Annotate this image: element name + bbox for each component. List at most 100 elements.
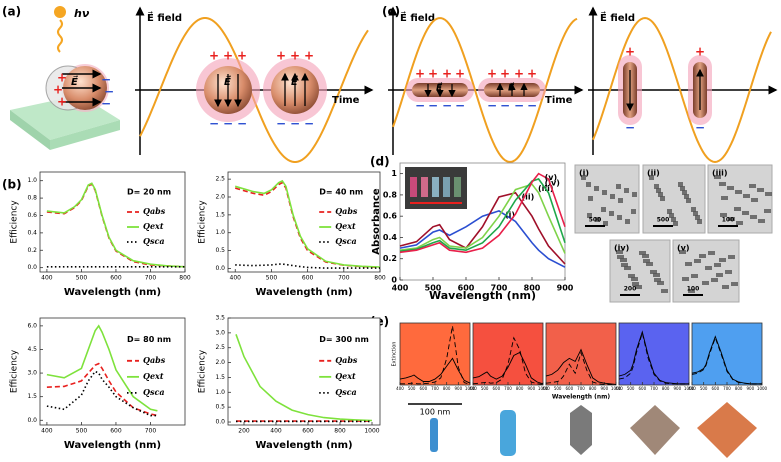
- particle-texture: [765, 192, 772, 196]
- y-tick-label: 0.6: [27, 212, 37, 219]
- particle-texture: [721, 196, 728, 200]
- particle-texture: [686, 198, 691, 203]
- particle-texture: [685, 262, 692, 266]
- x-tick-label: 700: [491, 284, 508, 293]
- particle-texture: [711, 278, 718, 282]
- particle-texture: [628, 274, 635, 278]
- particle-texture: [586, 182, 591, 187]
- minus-sign: −: [304, 117, 314, 131]
- x-tick-label: 600: [712, 386, 720, 391]
- x-tick-label: 700: [723, 386, 731, 391]
- minus-sign: −: [415, 99, 425, 113]
- x-tick-label: 1000: [538, 386, 549, 391]
- legend-label: Qext: [335, 371, 356, 381]
- x-tick-label: 400: [41, 428, 53, 435]
- particle-texture: [631, 277, 638, 281]
- x-tick-label: 800: [334, 428, 346, 435]
- minus-sign: −: [527, 99, 537, 113]
- particle-texture: [625, 219, 630, 224]
- x-tick-label: 500: [627, 386, 635, 391]
- y-tick-label: 0.5: [215, 404, 225, 411]
- x-tick-label: 500: [554, 386, 562, 391]
- tem-label: (v): [677, 244, 690, 253]
- y-tick-label: 0.0: [27, 264, 37, 271]
- particle-texture: [728, 217, 735, 221]
- minus-sign: −: [209, 117, 219, 131]
- particle-texture: [616, 184, 621, 189]
- tem-label: (iii): [712, 169, 728, 178]
- plus-sign: +: [442, 67, 452, 81]
- field-wave: [392, 17, 578, 163]
- y-tick-label: 1.5: [215, 211, 225, 218]
- x-axis-label: Wavelength (nm): [255, 287, 352, 298]
- x-tick-label: 900: [601, 386, 609, 391]
- data-line: [399, 191, 566, 265]
- data-line: [46, 370, 158, 417]
- photon-label: hν: [74, 7, 90, 20]
- particle-texture: [594, 186, 599, 191]
- x-tick-label: 500: [76, 275, 88, 282]
- x-tick-label: 800: [589, 386, 597, 391]
- field-vector-label: E⃗: [224, 75, 231, 88]
- particle-texture: [719, 182, 726, 186]
- particle-texture: [728, 255, 735, 259]
- particle-texture: [581, 175, 586, 180]
- field-vector-label: E⃗: [291, 75, 298, 88]
- x-tick-label: 900: [747, 386, 755, 391]
- plot-area: [227, 317, 381, 426]
- panel-label: (d): [370, 155, 390, 169]
- time-label: Time: [332, 95, 360, 106]
- data-line: [545, 350, 616, 385]
- nanorod-render: [570, 405, 592, 455]
- plus-sign: +: [290, 49, 300, 63]
- particle-texture: [646, 262, 653, 266]
- plot-area: [227, 171, 381, 273]
- data-line: [618, 331, 689, 385]
- tem-label: (iv): [614, 244, 629, 253]
- particle-texture: [708, 251, 715, 255]
- legend-label: Qext: [335, 221, 356, 231]
- x-tick-label: 800: [524, 284, 541, 293]
- octahedron-render: [697, 402, 757, 458]
- plus-sign: +: [304, 49, 314, 63]
- plus-sign: +: [209, 49, 219, 63]
- particle-texture: [621, 263, 628, 267]
- particle-texture: [635, 285, 642, 289]
- data-line: [691, 336, 762, 385]
- legend-label: Qext: [143, 221, 164, 231]
- y-tick-label: 0.8: [27, 195, 37, 202]
- x-tick-label: 900: [557, 284, 574, 293]
- particle-texture: [603, 221, 608, 226]
- data-line: [691, 335, 762, 385]
- plus-sign: +: [223, 49, 233, 63]
- particle-texture: [669, 213, 674, 218]
- x-tick-label: 700: [338, 275, 350, 282]
- data-line: [46, 182, 186, 268]
- legend-label: Qsca: [335, 236, 357, 246]
- y-tick-label: 2.5: [215, 176, 225, 183]
- particle-texture: [750, 215, 757, 219]
- particle-texture: [661, 289, 668, 293]
- x-axis-label: Wavelength (nm): [64, 440, 161, 451]
- particle-texture: [595, 217, 600, 222]
- data-line: [234, 179, 381, 268]
- plot-area: [472, 322, 544, 386]
- plot-area: [545, 322, 617, 386]
- x-tick-label: 500: [76, 428, 88, 435]
- x-tick-label: 600: [493, 386, 501, 391]
- y-axis-label: Efficiency: [10, 349, 20, 393]
- plus-sign: +: [487, 67, 497, 81]
- x-tick-label: 1000: [465, 386, 476, 391]
- y-tick-label: 0.0: [215, 419, 225, 426]
- plus-sign: +: [625, 45, 635, 59]
- x-tick-label: 800: [179, 275, 191, 282]
- field-wave: [592, 16, 772, 164]
- data-line: [399, 210, 566, 268]
- vial: [432, 177, 439, 197]
- x-tick-label: 400: [230, 275, 242, 282]
- y-tick-label: 0.8: [383, 190, 398, 199]
- y-tick-label: 2.0: [215, 359, 225, 366]
- y-tick-label: 0.2: [383, 254, 397, 263]
- x-tick-label: 400: [270, 428, 282, 435]
- x-tick-label: 700: [577, 386, 585, 391]
